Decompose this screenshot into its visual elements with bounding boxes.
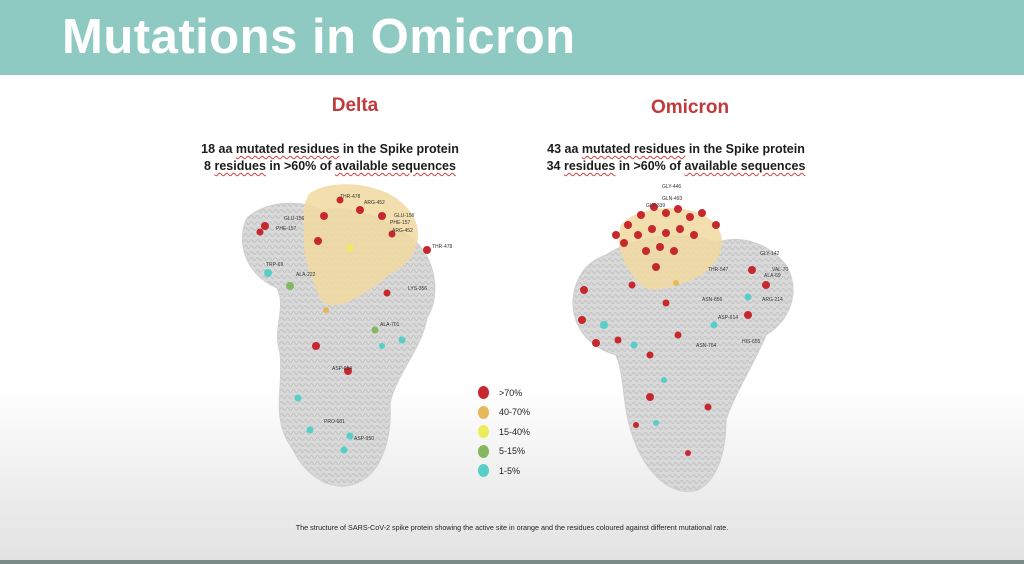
svg-text:PHE-157: PHE-157: [390, 220, 411, 226]
svg-text:VAL-70: VAL-70: [772, 267, 789, 273]
svg-text:PHE-157: PHE-157: [276, 226, 297, 232]
legend-item: 1-5%: [478, 461, 530, 481]
slide-title: Mutations in Omicron: [62, 10, 576, 64]
figure-caption: The structure of SARS-CoV-2 spike protei…: [295, 523, 729, 532]
legend-item: 15-40%: [478, 422, 530, 442]
svg-text:ASN-856: ASN-856: [702, 297, 723, 303]
legend-swatch: [478, 386, 489, 400]
delta-spike-structure: GLU-156 PHE-157 THR-478 ARG-452 GLU-156 …: [241, 184, 453, 487]
svg-text:ASN-764: ASN-764: [696, 343, 717, 349]
legend-label: 5-15%: [499, 446, 526, 457]
svg-text:ARG-452: ARG-452: [364, 200, 385, 206]
svg-text:ALA-701: ALA-701: [380, 322, 400, 328]
delta-description: 18 aa mutated residues in the Spike prot…: [180, 141, 480, 175]
svg-text:ALA-222: ALA-222: [296, 272, 316, 278]
svg-text:ASP-614: ASP-614: [332, 366, 352, 372]
svg-text:GLN-493: GLN-493: [662, 196, 683, 202]
legend-item: 40-70%: [478, 403, 530, 423]
svg-text:GLY-142: GLY-142: [760, 251, 779, 257]
title-bar: Mutations in Omicron: [0, 0, 1024, 75]
legend-item: >70%: [478, 383, 530, 403]
delta-residue-markers: [256, 196, 431, 454]
svg-text:THR-547: THR-547: [708, 267, 729, 273]
legend-swatch: [478, 425, 489, 439]
legend-label: 1-5%: [499, 465, 521, 476]
omicron-title: Omicron: [650, 97, 730, 118]
svg-text:LYS-356: LYS-356: [408, 286, 427, 292]
svg-text:THR-478: THR-478: [432, 244, 453, 250]
svg-text:ARG-452: ARG-452: [392, 228, 413, 234]
legend-swatch: [478, 444, 489, 458]
svg-text:THR-478: THR-478: [340, 194, 361, 200]
legend-swatch: [478, 464, 489, 478]
legend-label: 15-40%: [499, 426, 531, 437]
svg-text:GLU-156: GLU-156: [394, 213, 415, 219]
bottom-bar: [0, 560, 1024, 564]
omicron-spike-structure: GLY-446 GLN-493 GLY-339 GLY-142 VAL-70 A…: [572, 184, 794, 492]
legend-label: 40-70%: [499, 407, 531, 418]
svg-text:ASP-614: ASP-614: [718, 315, 738, 321]
delta-residue-labels: GLU-156 PHE-157 THR-478 ARG-452 GLU-156 …: [266, 194, 453, 442]
svg-text:ALA-69: ALA-69: [764, 273, 781, 279]
svg-text:GLY-446: GLY-446: [662, 184, 681, 190]
svg-text:GLU-156: GLU-156: [284, 216, 305, 222]
omicron-residue-markers: [578, 203, 770, 456]
legend-label: >70%: [499, 387, 523, 398]
svg-text:ARG-214: ARG-214: [762, 297, 783, 303]
legend-item: 5-15%: [478, 442, 530, 462]
svg-text:PRO-681: PRO-681: [324, 419, 345, 425]
delta-desc-line1: 18 aa mutated residues in the Spike prot…: [201, 142, 459, 156]
mutation-rate-legend: >70% 40-70% 15-40% 5-15% 1-5%: [478, 383, 530, 481]
svg-text:TRP-69: TRP-69: [266, 262, 283, 268]
svg-text:ASP-950: ASP-950: [354, 436, 374, 442]
legend-swatch: [478, 405, 489, 419]
omicron-desc-line2: 34 residues in >60% of available sequenc…: [546, 159, 806, 173]
svg-text:GLY-339: GLY-339: [646, 203, 665, 209]
omicron-description: 43 aa mutated residues in the Spike prot…: [526, 141, 826, 175]
omicron-desc-line1: 43 aa mutated residues in the Spike prot…: [547, 142, 805, 156]
delta-desc-line2: 8 residues in >60% of available sequence…: [204, 159, 456, 173]
delta-title: Delta: [331, 95, 379, 116]
omicron-residue-labels: GLY-446 GLN-493 GLY-339 GLY-142 VAL-70 A…: [646, 184, 789, 349]
svg-text:HIS-655: HIS-655: [742, 339, 761, 345]
